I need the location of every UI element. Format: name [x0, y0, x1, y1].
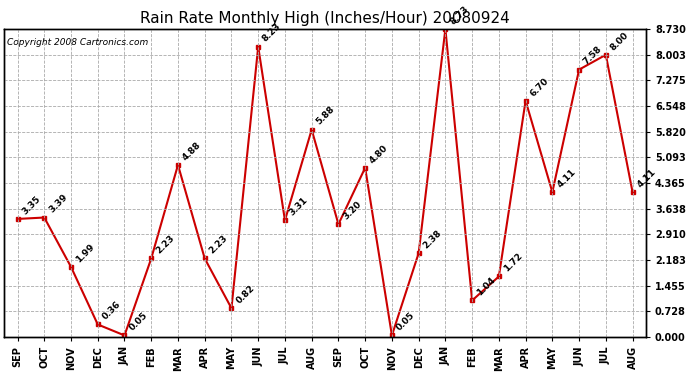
Text: 1.99: 1.99: [74, 242, 96, 264]
Text: 5.88: 5.88: [315, 105, 337, 127]
Title: Rain Rate Monthly High (Inches/Hour) 20080924: Rain Rate Monthly High (Inches/Hour) 200…: [140, 12, 510, 27]
Text: 1.72: 1.72: [502, 252, 524, 274]
Text: 1.04: 1.04: [475, 276, 497, 298]
Text: 3.35: 3.35: [20, 194, 42, 216]
Text: Copyright 2008 Cartronics.com: Copyright 2008 Cartronics.com: [8, 38, 148, 47]
Text: 0.36: 0.36: [101, 300, 122, 322]
Text: 3.31: 3.31: [288, 195, 310, 217]
Text: 8.00: 8.00: [609, 30, 631, 52]
Text: 2.23: 2.23: [154, 234, 176, 256]
Text: 8.23: 8.23: [261, 22, 283, 44]
Text: 7.58: 7.58: [582, 45, 604, 67]
Text: 0.82: 0.82: [234, 284, 256, 306]
Text: 3.20: 3.20: [341, 200, 363, 222]
Text: 8.73: 8.73: [448, 4, 471, 26]
Text: 3.39: 3.39: [47, 193, 69, 215]
Text: 4.11: 4.11: [635, 167, 658, 189]
Text: 0.05: 0.05: [395, 311, 417, 333]
Text: 2.38: 2.38: [422, 228, 444, 251]
Text: 0.05: 0.05: [127, 311, 149, 333]
Text: 4.88: 4.88: [181, 140, 203, 162]
Text: 2.23: 2.23: [208, 234, 230, 256]
Text: 4.80: 4.80: [368, 143, 390, 165]
Text: 4.11: 4.11: [555, 167, 578, 189]
Text: 6.70: 6.70: [529, 76, 551, 98]
